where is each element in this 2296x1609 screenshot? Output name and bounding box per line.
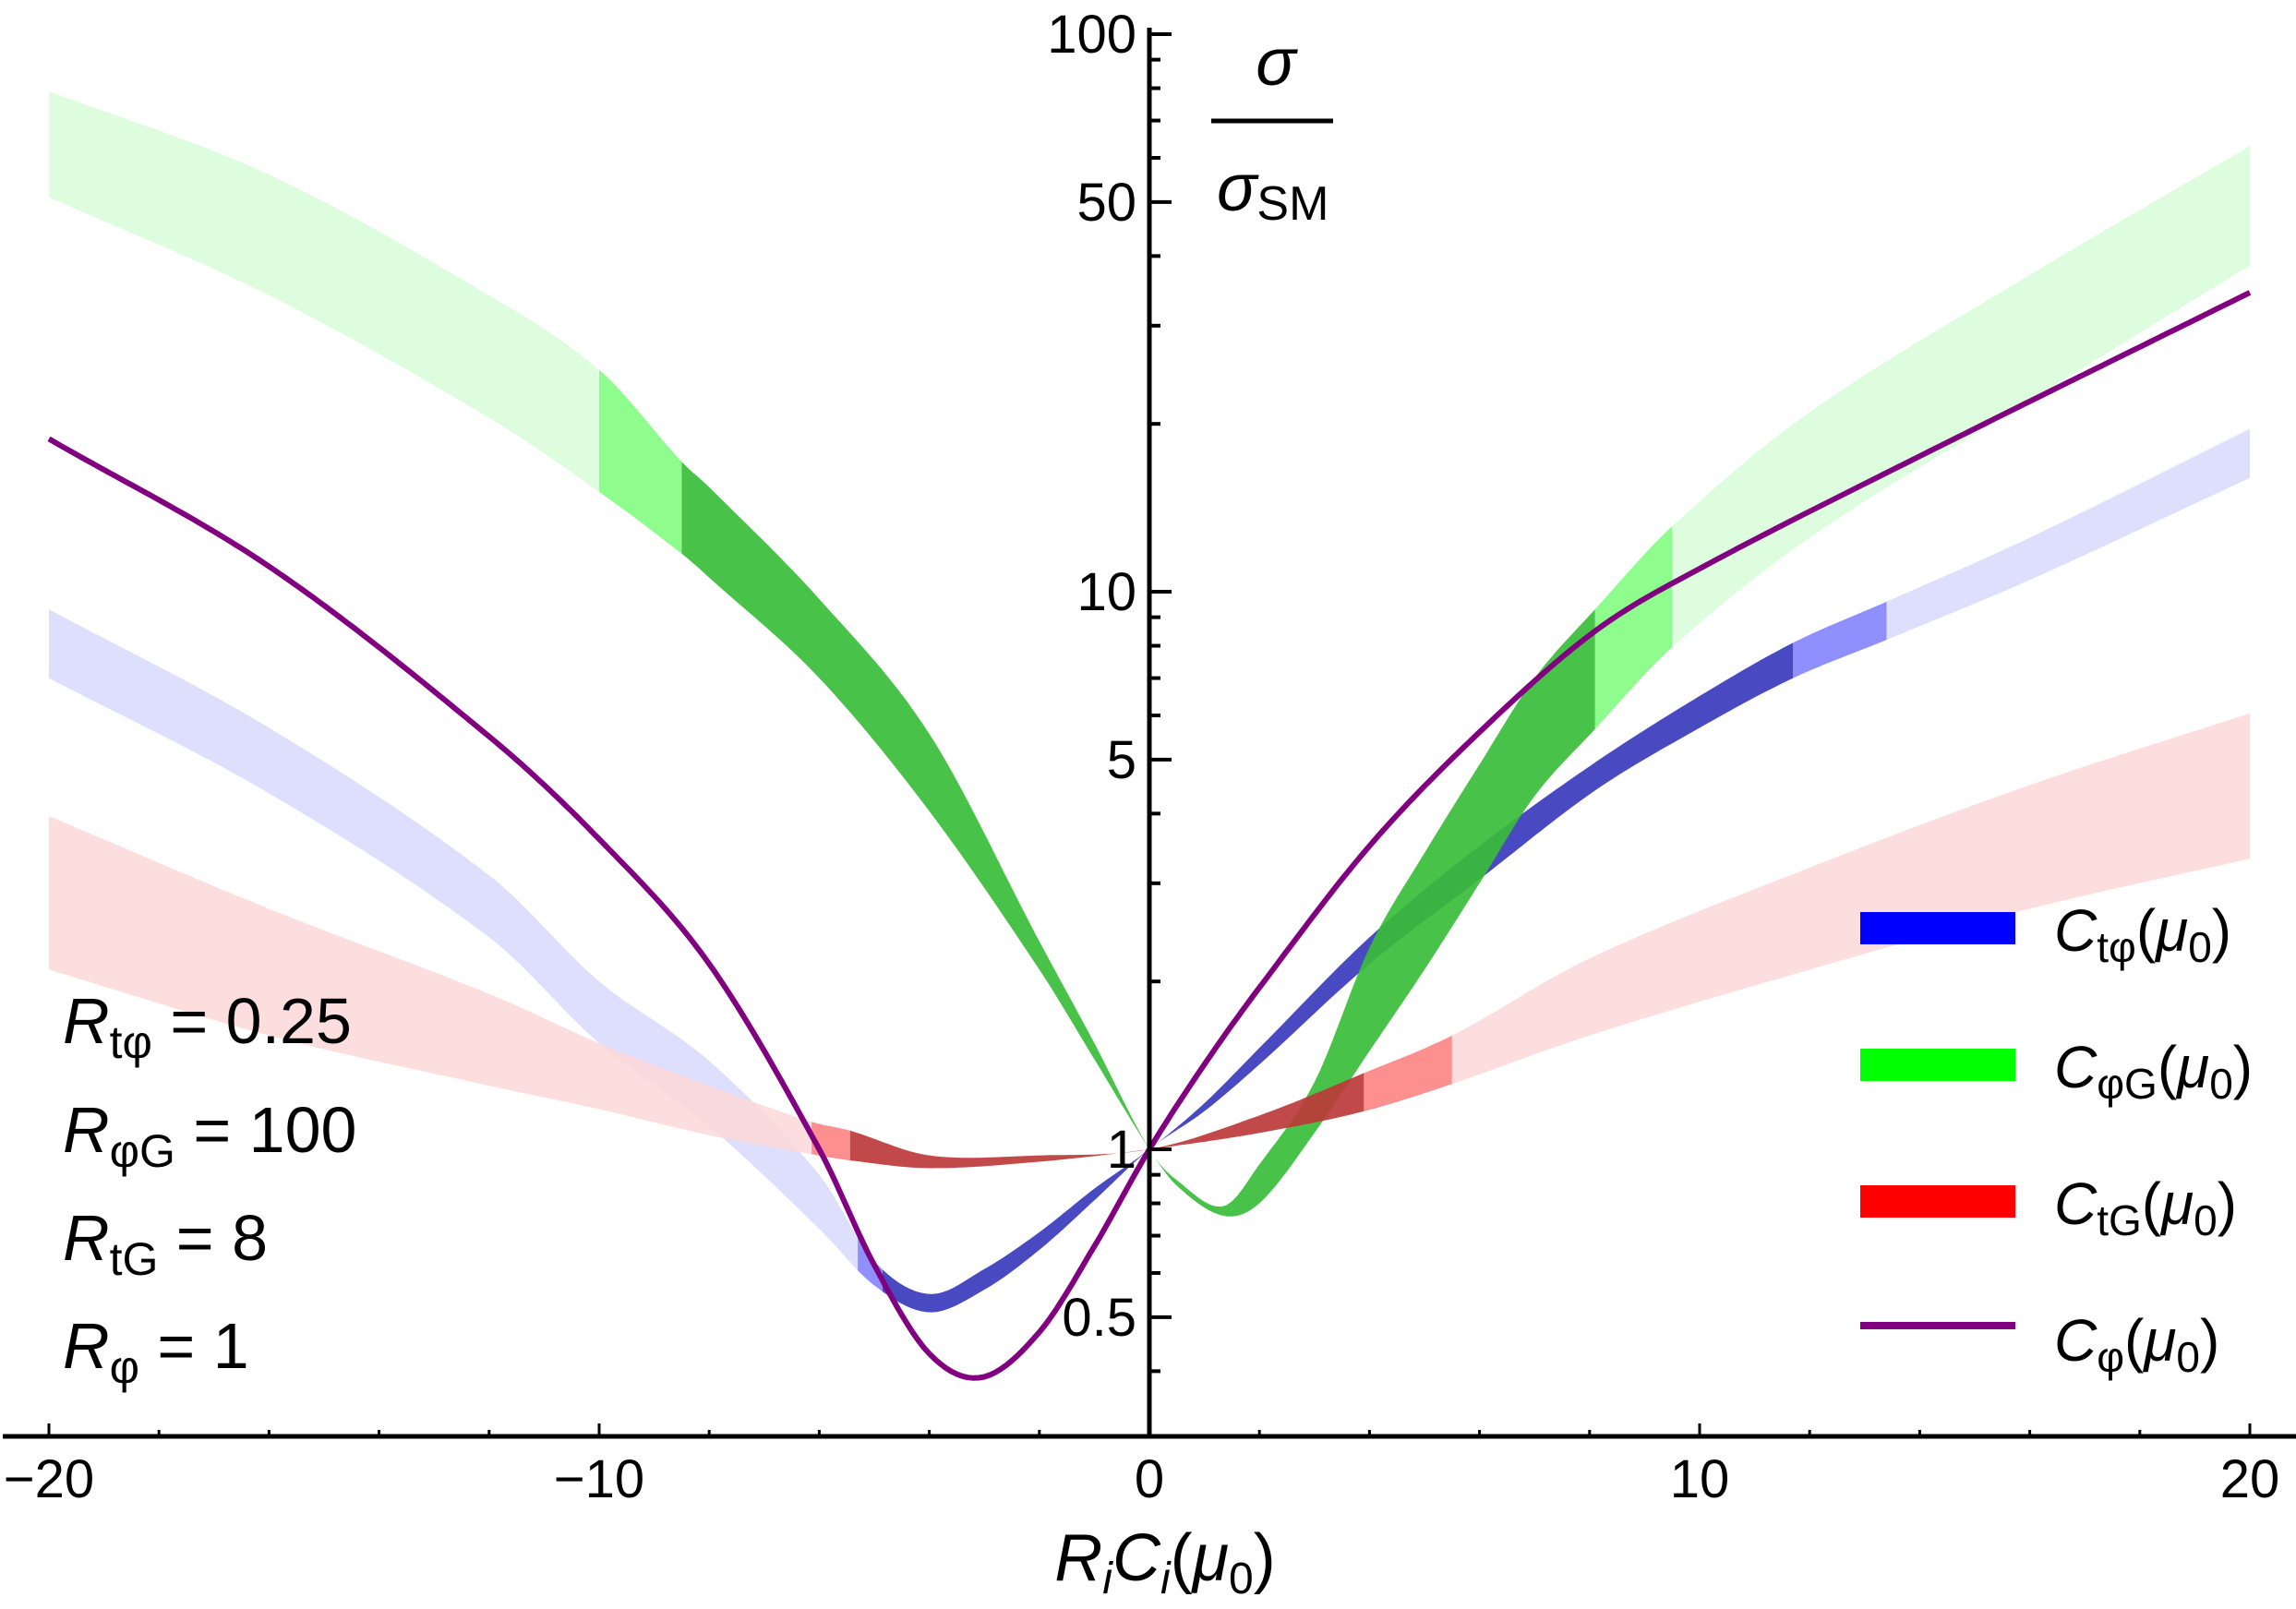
x-label-open: (	[1171, 1521, 1193, 1595]
annotation-r-tg-sub: tG	[110, 1233, 159, 1285]
annotation-r-tphi-value: = 0.25	[152, 985, 352, 1057]
annotation-r-tphi: Rtφ = 0.25	[63, 985, 352, 1068]
band-ctphi-light-segment-4	[1886, 428, 2250, 641]
band-cphig	[49, 90, 2250, 1217]
y-tick-label: 100	[1047, 5, 1136, 65]
y-tick-label: 0.5	[1062, 1288, 1136, 1348]
legend-label-cphig: CφG(μ0)	[2054, 1034, 2253, 1108]
band-cphig-dark-segment-2	[681, 462, 1595, 1217]
annotation-r-phi-base: R	[63, 1310, 110, 1382]
y-axis-label: σ σSM	[1211, 26, 1333, 231]
annotation-r-phig-sub: φG	[110, 1125, 175, 1177]
legend-swatch-ctg	[1860, 1185, 2015, 1218]
annotation-r-phig-value: = 100	[175, 1094, 357, 1166]
legend: Ctφ(μ0) CφG(μ0) CtG(μ0) Cφ(μ0)	[1860, 897, 2253, 1381]
x-label-R: R	[1054, 1521, 1102, 1595]
annotation-r-tphi-sub: tφ	[110, 1016, 152, 1068]
band-ctphi-mid-segment-1	[858, 1238, 883, 1292]
x-tick-label: −20	[4, 1449, 94, 1509]
x-tick-label: 10	[1670, 1449, 1730, 1509]
band-ctg-light-segment-4	[1451, 713, 2250, 1085]
x-label-mu: μ	[1191, 1521, 1229, 1595]
legend-item-ctphi: Ctφ(μ0)	[1860, 897, 2231, 971]
legend-label-ctg: CtG(μ0)	[2054, 1171, 2237, 1244]
x-label-zero: 0	[1229, 1555, 1254, 1603]
band-ctphi-light-segment-0	[49, 609, 859, 1271]
band-cphig-mid-segment-1	[599, 369, 682, 554]
annotation-r-tg-base: R	[63, 1202, 110, 1274]
x-tick-label: 20	[2220, 1449, 2280, 1509]
annotation-r-phig: RφG = 100	[63, 1094, 356, 1177]
y-ticks: 0.5 1 5 10 50 100	[1047, 5, 1172, 1374]
legend-swatch-ctphi	[1860, 912, 2015, 944]
band-cphig-light-segment-4	[1672, 146, 2250, 648]
parameter-annotations: Rtφ = 0.25 RφG = 100 RtG = 8 Rφ = 1	[63, 985, 356, 1393]
legend-item-ctg: CtG(μ0)	[1860, 1171, 2237, 1244]
band-cphig-mid-segment-3	[1594, 526, 1673, 729]
annotation-r-phi-sub: φ	[110, 1341, 139, 1393]
annotation-r-tg-value: = 8	[158, 1202, 268, 1274]
y-tick-label: 5	[1107, 730, 1136, 790]
legend-swatch-cphig	[1860, 1049, 2015, 1081]
band-ctphi-dark-segment-2	[882, 642, 1794, 1313]
x-label-i2: i	[1160, 1555, 1172, 1603]
band-ctg-dark-segment-2	[849, 1073, 1364, 1169]
band-ctphi	[49, 428, 2250, 1313]
y-tick-label: 1	[1107, 1120, 1136, 1180]
y-tick-label: 10	[1076, 562, 1136, 622]
annotation-r-tg: RtG = 8	[63, 1202, 268, 1285]
bands-layer	[49, 90, 2250, 1313]
x-ticks: −20 −10 0 10 20	[4, 1423, 2279, 1509]
annotation-r-phig-base: R	[63, 1094, 110, 1166]
band-ctg	[49, 713, 2250, 1169]
x-axis-label: RiCi(μ0)	[1054, 1521, 1275, 1603]
annotation-r-phi: Rφ = 1	[63, 1310, 249, 1393]
legend-item-cphi: Cφ(μ0)	[1860, 1307, 2219, 1381]
x-label-C: C	[1112, 1521, 1161, 1595]
legend-label-ctphi: Ctφ(μ0)	[2054, 897, 2231, 971]
x-label-i1: i	[1102, 1555, 1113, 1603]
legend-item-cphig: CφG(μ0)	[1860, 1034, 2253, 1108]
annotation-r-phi-value: = 1	[139, 1310, 249, 1382]
band-cphig-light-segment-0	[49, 90, 599, 492]
annotation-r-tphi-base: R	[63, 985, 110, 1057]
y-tick-label: 50	[1076, 173, 1136, 233]
band-ctphi-mid-segment-3	[1793, 601, 1887, 678]
x-tick-label: 0	[1135, 1449, 1164, 1509]
band-ctg-mid-segment-3	[1364, 1035, 1452, 1111]
x-tick-label: −10	[554, 1449, 644, 1509]
y-label-den-sigma: σ	[1217, 151, 1259, 225]
band-ctg-light-segment-0	[49, 816, 812, 1155]
x-label-close: )	[1254, 1521, 1276, 1595]
axes: −20 −10 0 10 20 0.5 1 5 10 50 100	[3, 5, 2296, 1509]
y-label-numerator: σ	[1256, 26, 1298, 100]
y-label-den-sub: SM	[1256, 177, 1328, 231]
legend-label-cphi: Cφ(μ0)	[2054, 1307, 2219, 1381]
y-label-denominator: σSM	[1217, 151, 1328, 231]
